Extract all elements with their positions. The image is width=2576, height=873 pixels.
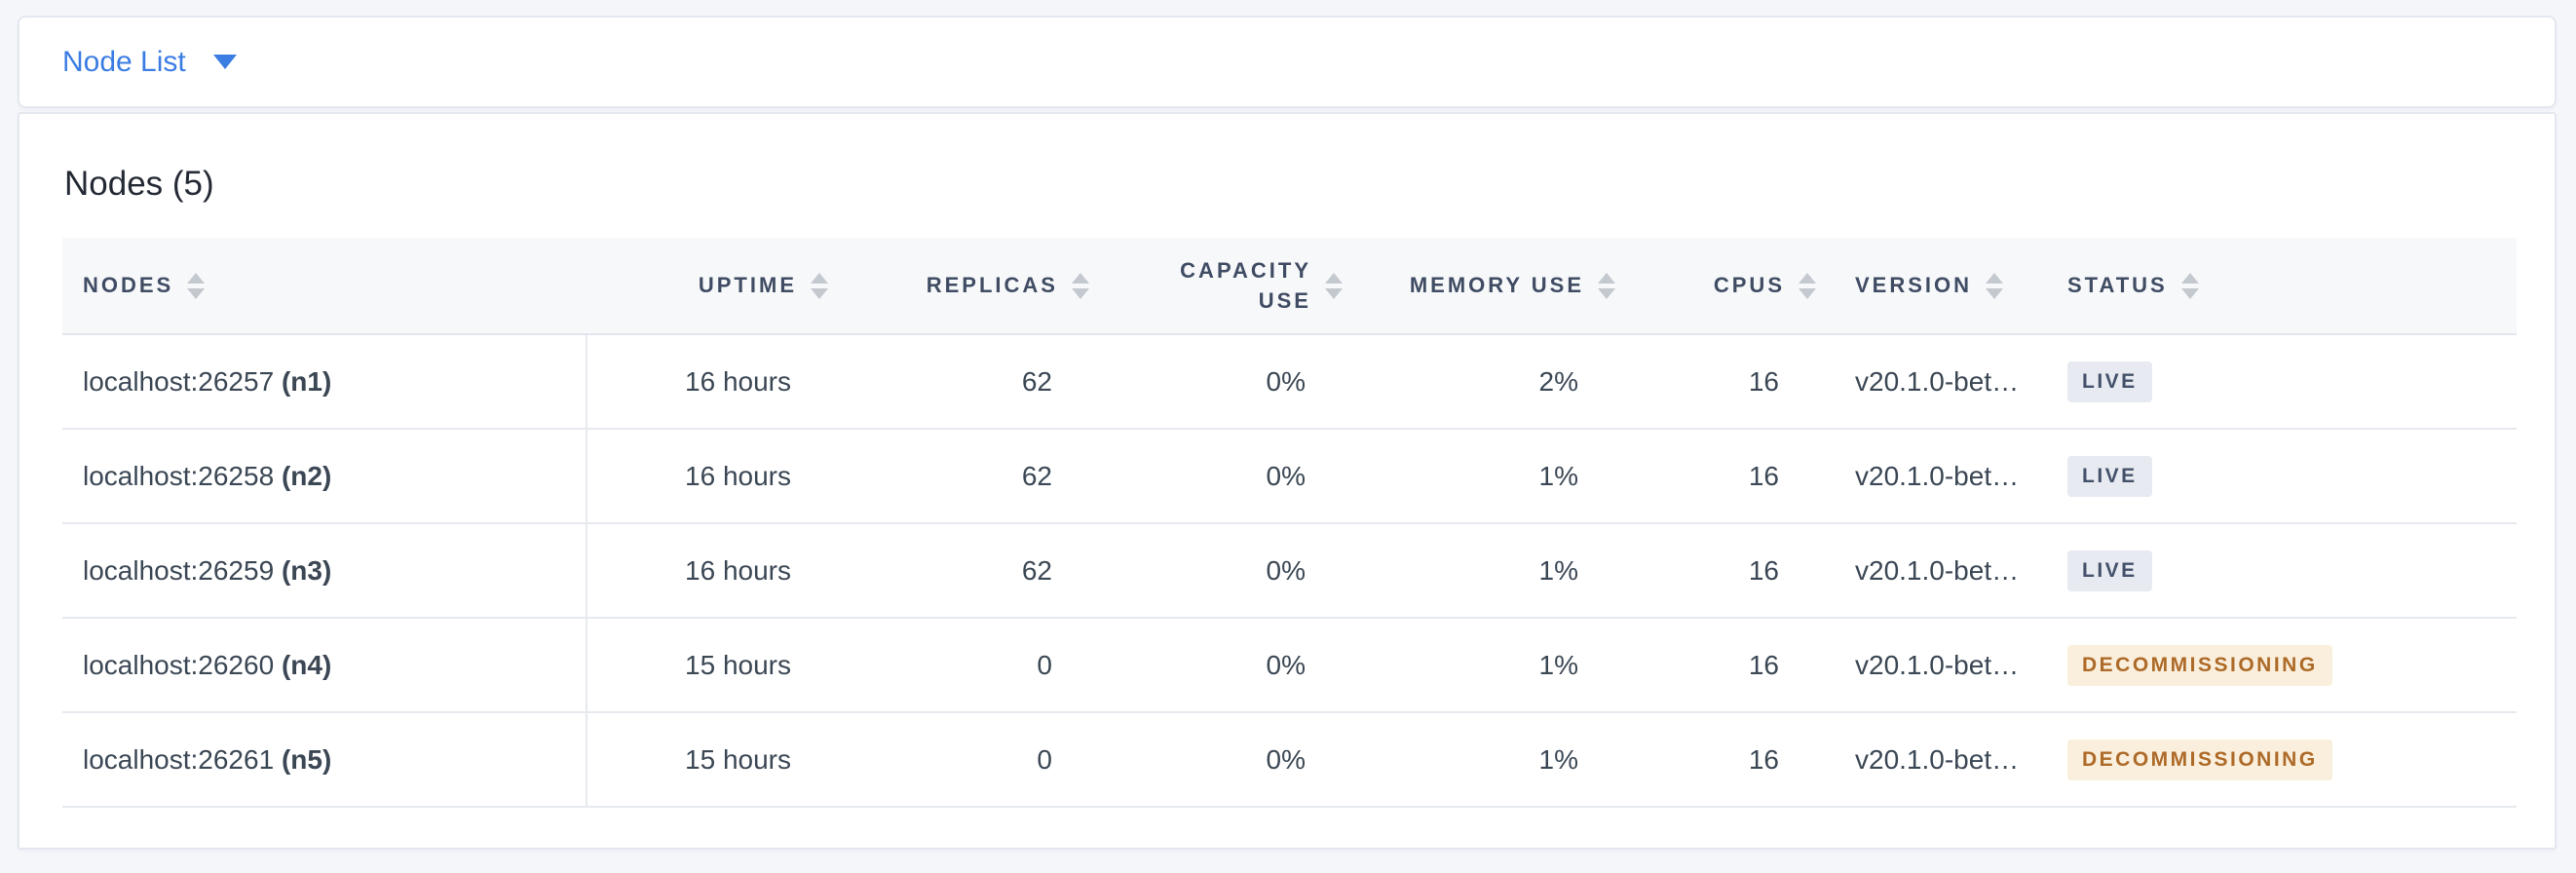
status-badge: LIVE — [2067, 361, 2152, 402]
sort-icon — [2180, 272, 2199, 299]
sort-icon — [811, 272, 828, 299]
column-header-nodes-label: NODES — [83, 273, 174, 297]
node-address-cell: localhost:26258 (n2) — [62, 429, 587, 524]
node-address-cell: localhost:26260 (n4) — [62, 618, 587, 713]
version-cell: v20.1.0-bet… — [1818, 618, 2048, 713]
node-address: localhost:26258 — [83, 460, 275, 491]
cpus-cell: 16 — [1617, 618, 1818, 713]
table-header-row: NODES UPTIME REPLICAS — [62, 238, 2517, 335]
memory-use-cell: 1% — [1345, 618, 1617, 713]
sort-icon — [1598, 272, 1615, 299]
version-cell: v20.1.0-bet… — [1818, 429, 2048, 524]
column-header-capacity-use[interactable]: CAPACITY USE — [1091, 238, 1345, 335]
capacity-use-cell: 0% — [1091, 523, 1345, 619]
node-list-dropdown-label: Node List — [62, 45, 186, 78]
column-header-memory-use-label: MEMORY USE — [1409, 273, 1584, 297]
uptime-cell: 16 hours — [587, 523, 830, 619]
status-cell: DECOMMISSIONING — [2048, 712, 2517, 808]
uptime-cell: 15 hours — [587, 618, 830, 713]
node-address: localhost:26261 — [83, 743, 275, 775]
capacity-use-cell: 0% — [1091, 334, 1345, 430]
caret-down-icon — [212, 55, 237, 69]
status-cell: LIVE — [2048, 429, 2517, 524]
replicas-cell: 62 — [830, 334, 1091, 430]
node-id: (n3) — [281, 554, 332, 586]
replicas-cell: 62 — [830, 523, 1091, 619]
node-address: localhost:26257 — [83, 365, 275, 397]
status-cell: LIVE — [2048, 334, 2517, 430]
capacity-use-cell: 0% — [1091, 429, 1345, 524]
sort-icon — [1072, 272, 1089, 299]
capacity-use-cell: 0% — [1091, 618, 1345, 713]
node-address-cell: localhost:26257 (n1) — [62, 334, 587, 430]
uptime-cell: 16 hours — [587, 429, 830, 524]
replicas-cell: 0 — [830, 618, 1091, 713]
replicas-cell: 62 — [830, 429, 1091, 524]
memory-use-cell: 1% — [1345, 712, 1617, 808]
uptime-cell: 16 hours — [587, 334, 830, 430]
status-badge: LIVE — [2067, 455, 2152, 497]
node-id: (n5) — [281, 743, 332, 775]
node-address: localhost:26260 — [83, 649, 275, 680]
column-header-cpus[interactable]: CPUS — [1617, 238, 1818, 335]
node-address-cell: localhost:26259 (n3) — [62, 523, 587, 619]
table-row: localhost:26261 (n5) 15 hours 0 0% 1% 16… — [62, 712, 2517, 808]
memory-use-cell: 1% — [1345, 523, 1617, 619]
table-row: localhost:26257 (n1) 16 hours 62 0% 2% 1… — [62, 334, 2517, 430]
cpus-cell: 16 — [1617, 334, 1818, 430]
column-header-memory-use[interactable]: MEMORY USE — [1345, 238, 1617, 335]
table-row: localhost:26259 (n3) 16 hours 62 0% 1% 1… — [62, 523, 2517, 619]
uptime-cell: 15 hours — [587, 712, 830, 808]
node-id: (n2) — [281, 460, 332, 491]
column-header-replicas[interactable]: REPLICAS — [830, 238, 1091, 335]
status-badge: DECOMMISSIONING — [2067, 644, 2332, 686]
node-list-dropdown[interactable]: Node List — [62, 46, 237, 79]
node-address-cell: localhost:26261 (n5) — [62, 712, 587, 808]
version-cell: v20.1.0-bet… — [1818, 523, 2048, 619]
column-header-version-label: VERSION — [1855, 273, 1973, 297]
column-header-status[interactable]: STATUS — [2048, 238, 2517, 335]
table-row: localhost:26258 (n2) 16 hours 62 0% 1% 1… — [62, 429, 2517, 524]
column-header-capacity-use-label: CAPACITY USE — [1180, 258, 1311, 313]
sort-icon — [187, 272, 206, 299]
sort-icon — [1325, 272, 1343, 299]
column-header-replicas-label: REPLICAS — [926, 273, 1058, 297]
node-id: (n4) — [281, 649, 332, 680]
node-address: localhost:26259 — [83, 554, 275, 586]
cpus-cell: 16 — [1617, 429, 1818, 524]
view-switcher-bar: Node List — [18, 16, 2557, 108]
status-badge: DECOMMISSIONING — [2067, 739, 2332, 780]
column-header-uptime[interactable]: UPTIME — [587, 238, 830, 335]
memory-use-cell: 2% — [1345, 334, 1617, 430]
status-cell: DECOMMISSIONING — [2048, 618, 2517, 713]
nodes-table: NODES UPTIME REPLICAS — [62, 238, 2517, 808]
status-cell: LIVE — [2048, 523, 2517, 619]
column-header-version[interactable]: VERSION — [1818, 238, 2048, 335]
column-header-status-label: STATUS — [2067, 273, 2168, 297]
sort-icon — [1986, 272, 2004, 299]
capacity-use-cell: 0% — [1091, 712, 1345, 808]
memory-use-cell: 1% — [1345, 429, 1617, 524]
column-header-nodes[interactable]: NODES — [62, 238, 587, 335]
sort-icon — [1799, 272, 1816, 299]
cpus-cell: 16 — [1617, 712, 1818, 808]
column-header-cpus-label: CPUS — [1713, 273, 1785, 297]
column-header-uptime-label: UPTIME — [698, 273, 797, 297]
version-cell: v20.1.0-bet… — [1818, 334, 2048, 430]
page-title: Nodes (5) — [64, 165, 214, 203]
cpus-cell: 16 — [1617, 523, 1818, 619]
nodes-card: Nodes (5) NODES UPTIM — [18, 112, 2557, 850]
replicas-cell: 0 — [830, 712, 1091, 808]
table-row: localhost:26260 (n4) 15 hours 0 0% 1% 16… — [62, 618, 2517, 713]
status-badge: LIVE — [2067, 550, 2152, 591]
version-cell: v20.1.0-bet… — [1818, 712, 2048, 808]
node-id: (n1) — [281, 365, 332, 397]
